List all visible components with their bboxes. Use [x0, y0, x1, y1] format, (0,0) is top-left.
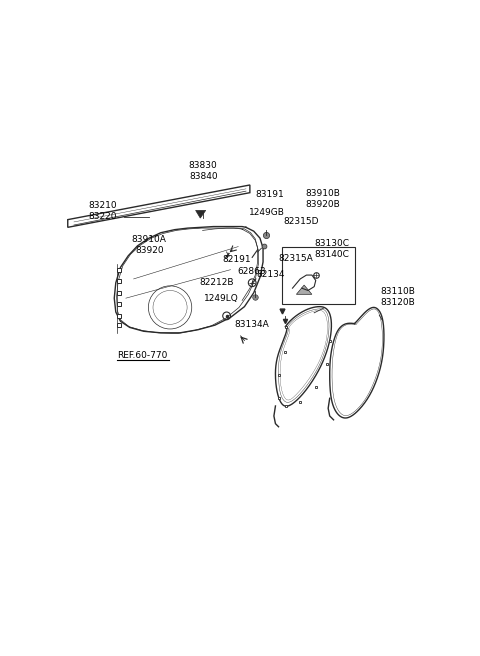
Text: 82315D: 82315D [283, 216, 319, 226]
Text: 83110B
83120B: 83110B 83120B [381, 287, 416, 308]
Text: 62863: 62863 [238, 267, 266, 276]
Text: 82191: 82191 [222, 255, 251, 264]
Text: 83910A
83920: 83910A 83920 [132, 236, 167, 255]
Text: 83830
83840: 83830 83840 [189, 161, 217, 180]
Text: 83130C
83140C: 83130C 83140C [315, 239, 350, 259]
Text: 83210
83220: 83210 83220 [88, 201, 117, 221]
Text: 82315A: 82315A [278, 253, 313, 262]
Text: 1249GB: 1249GB [249, 208, 284, 217]
Text: 1249LQ: 1249LQ [204, 294, 239, 303]
Text: 83191: 83191 [256, 190, 285, 199]
Polygon shape [296, 285, 312, 295]
Text: 82212B: 82212B [199, 278, 233, 287]
Text: REF.60-770: REF.60-770 [117, 350, 167, 359]
Bar [282, 247, 355, 304]
Text: 83134A: 83134A [234, 319, 269, 329]
Text: 82134: 82134 [257, 270, 285, 279]
Polygon shape [196, 211, 206, 218]
Text: 83910B
83920B: 83910B 83920B [305, 189, 340, 209]
